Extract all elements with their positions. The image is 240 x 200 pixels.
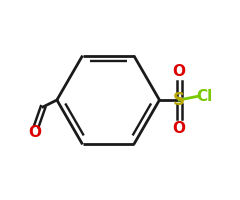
Text: Cl: Cl (196, 89, 213, 104)
Text: O: O (173, 64, 186, 79)
Text: O: O (173, 121, 186, 136)
Text: O: O (29, 125, 42, 140)
Text: S: S (173, 91, 185, 109)
